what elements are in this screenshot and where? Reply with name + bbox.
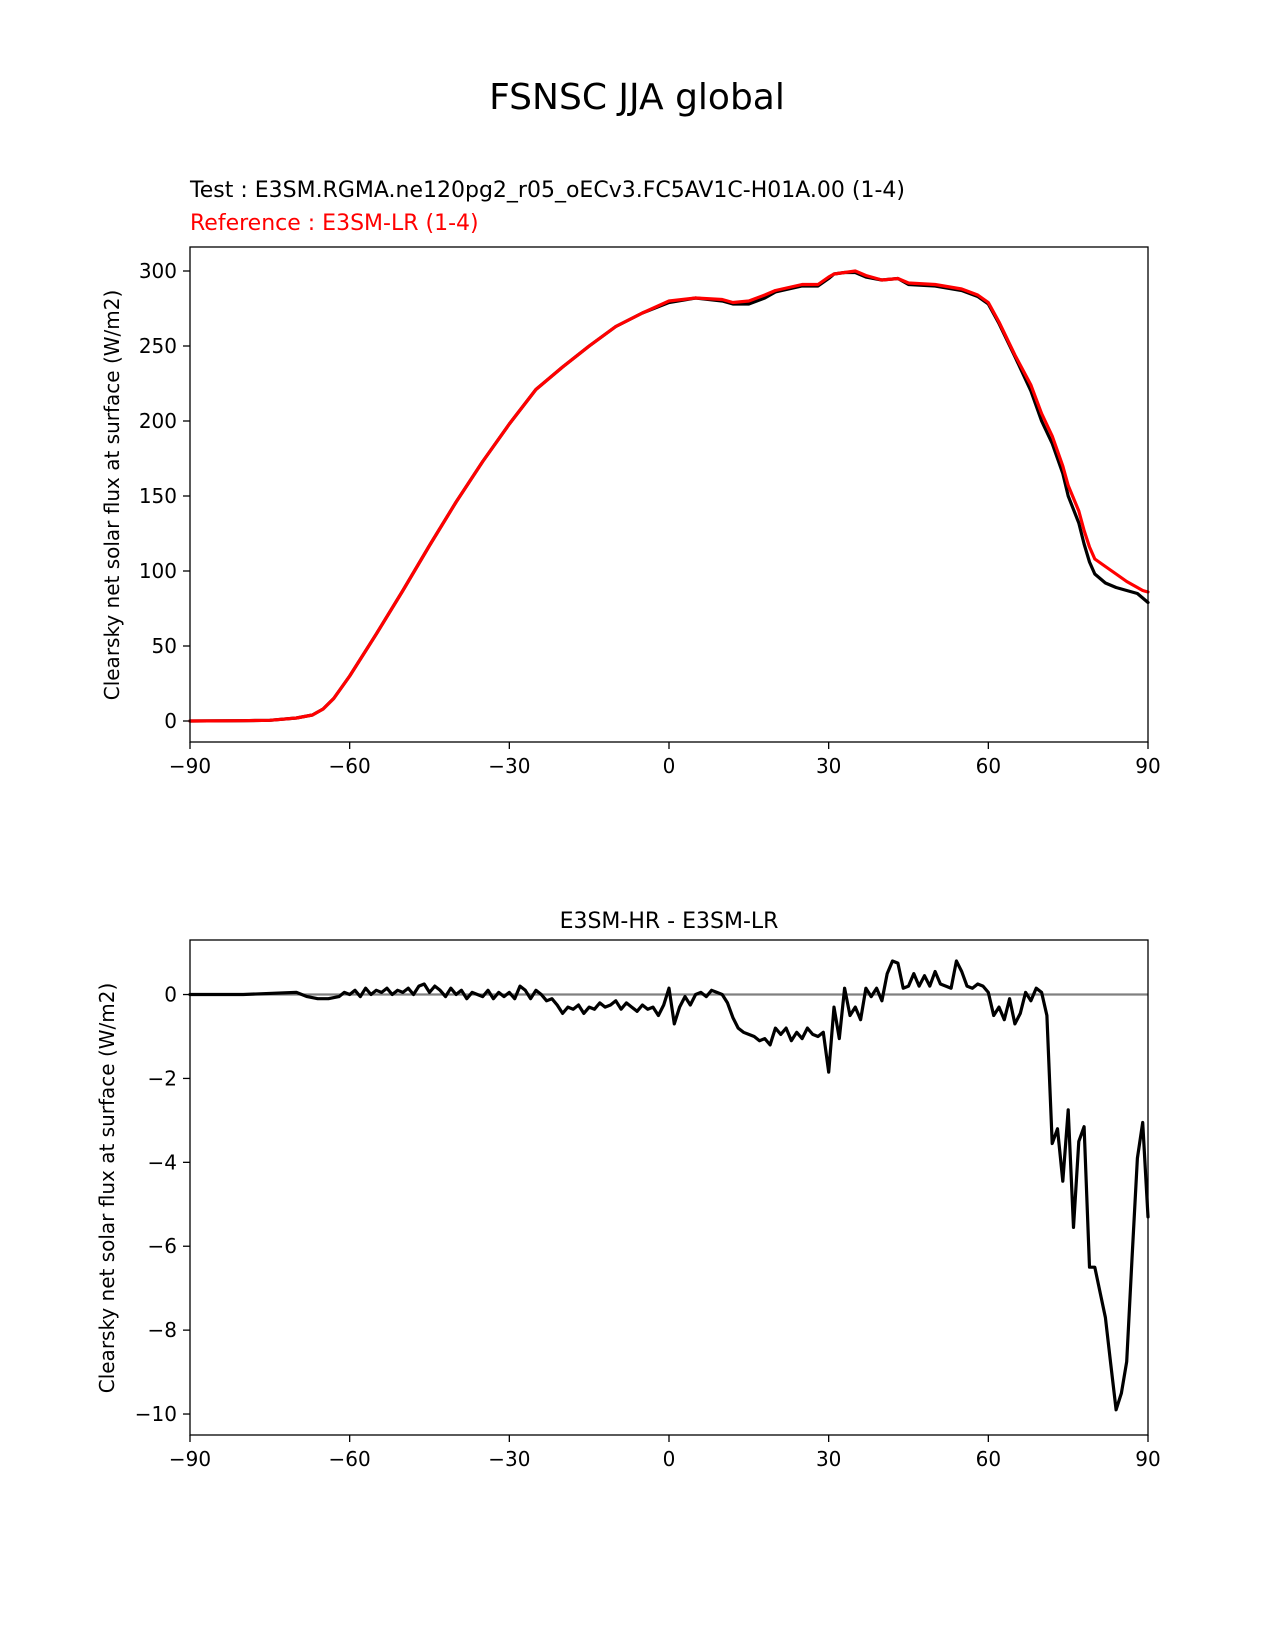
- bottom-x-tick-label: −30: [488, 1447, 530, 1471]
- top-y-tick-label: 300: [139, 259, 177, 283]
- bottom-x-tick-label: −60: [329, 1447, 371, 1471]
- bottom-y-tick-label: −6: [148, 1234, 177, 1258]
- bottom-y-tick-label: 0: [164, 983, 177, 1007]
- top-y-tick-label: 250: [139, 334, 177, 358]
- top-x-tick-label: 60: [976, 754, 1001, 778]
- reference-label: Reference : E3SM-LR (1-4): [190, 211, 479, 236]
- bottom-x-tick-label: −90: [169, 1447, 211, 1471]
- bottom-axes-frame: [189, 939, 1149, 1436]
- top-y-tick-label: 200: [139, 409, 177, 433]
- bottom-y-tick-label: −4: [148, 1150, 177, 1174]
- top-x-tick-label: 30: [816, 754, 841, 778]
- bottom-x-tick-label: 90: [1135, 1447, 1160, 1471]
- top-x-tick-label: −90: [169, 754, 211, 778]
- bottom-x-tick-label: 60: [976, 1447, 1001, 1471]
- top-axes-frame: [189, 246, 1149, 743]
- figure-title: FSNSC JJA global: [489, 77, 785, 118]
- top-y-tick-label: 150: [139, 484, 177, 508]
- top-x-tick-label: 0: [663, 754, 676, 778]
- bottom-y-tick-label: −2: [148, 1066, 177, 1090]
- top-x-tick-label: 90: [1135, 754, 1160, 778]
- bottom-plot-area: [188, 959, 1150, 1412]
- top-x-tick-label: −60: [329, 754, 371, 778]
- bottom-y-tick-label: −10: [135, 1402, 177, 1426]
- test-label: Test : E3SM.RGMA.ne120pg2_r05_oECv3.FC5A…: [189, 178, 905, 203]
- top-axes: −90 −60 −30 0 30 60 90 0 50 100 150 200 250 300: [139, 259, 1161, 778]
- bottom-axes: −90 −60 −30 0 30 60 90 0 −2 −4 −6 −8 −10: [135, 983, 1161, 1471]
- bottom-chart: E3SM-HR - E3SM-LR −90 −60 −30 0 30 60 900−2−4−…: [95, 909, 1161, 1471]
- bottom-y-axis-label: Clearsky net solar flux at surface (W/m2…: [95, 983, 119, 1394]
- top-y-tick-label: 50: [152, 634, 177, 658]
- top-x-tick-label: −30: [488, 754, 530, 778]
- top-y-axis-label: Clearsky net solar flux at surface (W/m2…: [100, 290, 124, 701]
- top-plot-area: [188, 269, 1150, 723]
- bottom-x-tick-label: 0: [663, 1447, 676, 1471]
- bottom-chart-title: E3SM-HR - E3SM-LR: [560, 909, 779, 934]
- bottom-series-e3sm-hr-e3sm-lr-line: [188, 959, 1150, 1412]
- bottom-y-tick-label: −8: [148, 1318, 177, 1342]
- top-y-tick-label: 0: [164, 709, 177, 733]
- bottom-x-tick-label: 30: [816, 1447, 841, 1471]
- top-y-tick-label: 100: [139, 559, 177, 583]
- top-series-test-line: [188, 270, 1150, 723]
- top-chart: Test : E3SM.RGMA.ne120pg2_r05_oECv3.FC5A…: [100, 178, 1161, 778]
- top-series-reference-line: [188, 269, 1150, 723]
